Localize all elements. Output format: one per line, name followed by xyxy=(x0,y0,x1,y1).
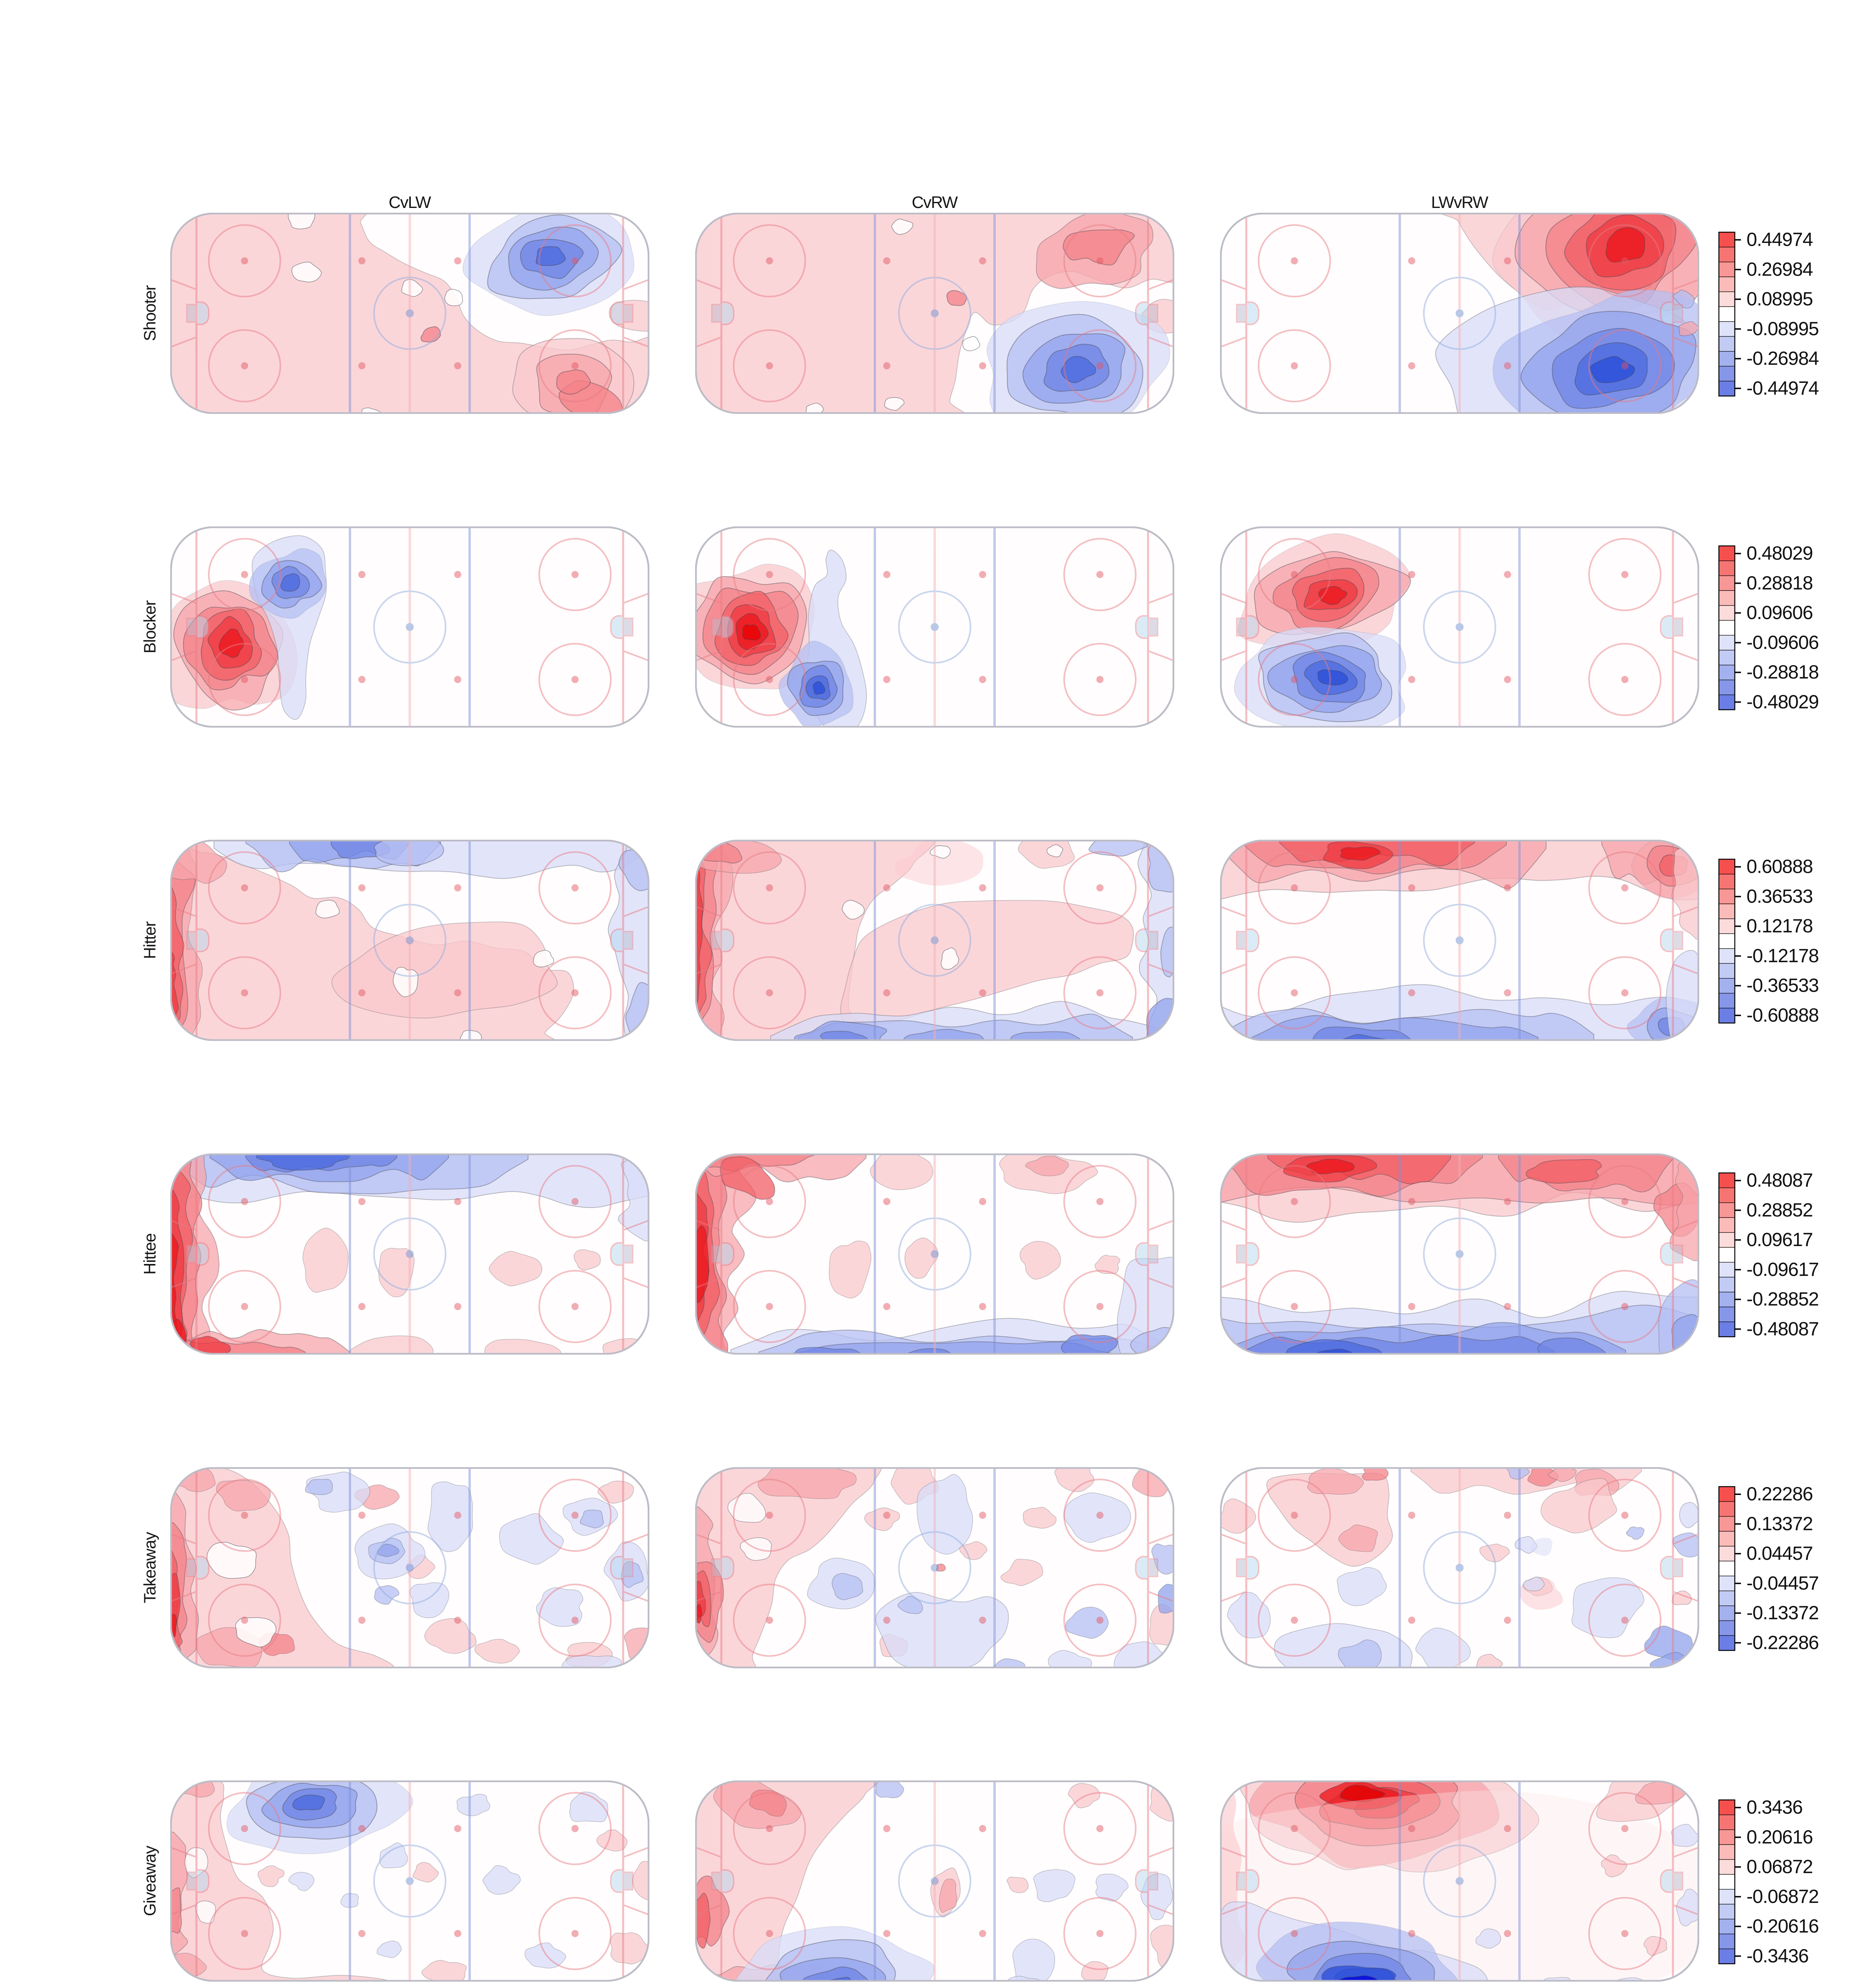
svg-text:0.09606: 0.09606 xyxy=(1747,602,1813,623)
svg-text:0.28818: 0.28818 xyxy=(1747,573,1813,594)
svg-text:0.12178: 0.12178 xyxy=(1747,916,1813,937)
svg-text:0.04457: 0.04457 xyxy=(1747,1543,1813,1564)
svg-text:0.20616: 0.20616 xyxy=(1747,1827,1813,1848)
svg-text:-0.48029: -0.48029 xyxy=(1747,691,1819,712)
svg-text:0.48029: 0.48029 xyxy=(1747,545,1813,564)
svg-text:-0.26984: -0.26984 xyxy=(1747,348,1819,369)
svg-text:0.3436: 0.3436 xyxy=(1747,1799,1803,1818)
svg-text:-0.09606: -0.09606 xyxy=(1747,632,1819,653)
svg-text:-0.60888: -0.60888 xyxy=(1747,1005,1819,1025)
svg-text:-0.20616: -0.20616 xyxy=(1747,1916,1819,1937)
svg-text:-0.28818: -0.28818 xyxy=(1747,662,1819,683)
svg-text:-0.09617: -0.09617 xyxy=(1747,1259,1819,1280)
svg-text:-0.08995: -0.08995 xyxy=(1747,318,1819,340)
svg-text:0.13372: 0.13372 xyxy=(1747,1513,1813,1534)
svg-text:-0.3436: -0.3436 xyxy=(1747,1945,1809,1966)
svg-text:-0.22286: -0.22286 xyxy=(1747,1632,1819,1653)
svg-text:0.36533: 0.36533 xyxy=(1747,886,1813,907)
svg-text:0.44974: 0.44974 xyxy=(1747,231,1813,250)
svg-text:-0.36533: -0.36533 xyxy=(1747,975,1819,996)
svg-text:0.09617: 0.09617 xyxy=(1747,1229,1813,1250)
svg-text:0.08995: 0.08995 xyxy=(1747,289,1813,310)
svg-text:-0.44974: -0.44974 xyxy=(1747,378,1819,398)
svg-text:0.26984: 0.26984 xyxy=(1747,259,1813,280)
svg-text:0.22286: 0.22286 xyxy=(1747,1486,1813,1505)
svg-text:0.48087: 0.48087 xyxy=(1747,1172,1813,1191)
svg-text:-0.12178: -0.12178 xyxy=(1747,945,1819,967)
svg-text:-0.06872: -0.06872 xyxy=(1747,1886,1819,1907)
svg-text:0.60888: 0.60888 xyxy=(1747,858,1813,878)
svg-text:0.28852: 0.28852 xyxy=(1747,1200,1813,1221)
svg-text:-0.04457: -0.04457 xyxy=(1747,1573,1819,1594)
svg-text:-0.48087: -0.48087 xyxy=(1747,1318,1819,1339)
svg-text:-0.28852: -0.28852 xyxy=(1747,1289,1819,1310)
svg-text:-0.13372: -0.13372 xyxy=(1747,1603,1819,1624)
svg-text:0.06872: 0.06872 xyxy=(1747,1856,1813,1877)
